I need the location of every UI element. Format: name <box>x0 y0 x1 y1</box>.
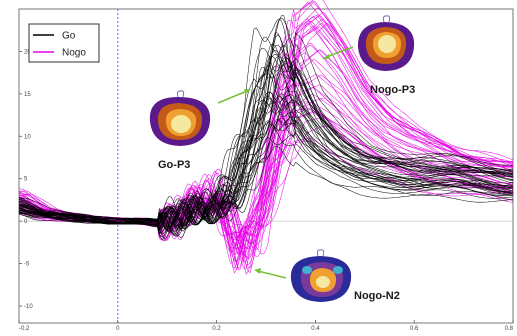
go-trace-line <box>18 47 514 237</box>
go-trace-line <box>18 98 514 229</box>
label-nogo-n2: Nogo-N2 <box>354 290 400 302</box>
topomap-go-p3 <box>149 90 211 146</box>
y-tick-label: 5 <box>24 177 28 183</box>
x-tick-label: 0.8 <box>505 326 514 332</box>
arrow-go-p3 <box>217 90 248 104</box>
annotation-layer: Go-P3 Nogo-P3 Nogo-N2 <box>149 15 415 302</box>
series-go-traces <box>18 15 514 240</box>
legend-label-nogo: Nogo <box>62 48 86 59</box>
x-tick-label: -0.2 <box>19 326 30 332</box>
topomap-nogo-p3 <box>357 15 415 71</box>
y-tick-label: 20 <box>24 49 31 55</box>
legend-label-go: Go <box>62 31 76 42</box>
label-nogo-p3: Nogo-P3 <box>370 84 415 96</box>
go-trace-line <box>18 56 514 237</box>
go-trace-line <box>18 44 514 228</box>
go-trace-line <box>18 65 514 228</box>
arrow-head-go-p3 <box>244 89 251 94</box>
x-tick-label: 0.2 <box>212 326 221 332</box>
arrow-head-nogo-n2 <box>254 268 261 274</box>
go-trace-line <box>18 55 514 233</box>
trace-layer <box>18 0 514 275</box>
y-tick-label: 0 <box>24 219 28 225</box>
topomap-nogo-n2 <box>290 249 352 302</box>
go-trace-line <box>18 73 513 231</box>
go-trace-line <box>18 107 514 232</box>
nogo-trace-line <box>18 137 514 241</box>
x-tick-label: 0.6 <box>410 326 419 332</box>
y-axis: -10 -5 0 5 10 15 20 <box>19 49 33 310</box>
arrow-nogo-n2 <box>257 270 287 279</box>
go-trace-line <box>18 93 513 232</box>
x-tick-label: 0.4 <box>311 326 320 332</box>
y-tick-label: 10 <box>24 134 31 140</box>
y-tick-label: -5 <box>24 262 30 268</box>
x-tick-label: 0 <box>116 326 120 332</box>
go-trace-line <box>18 91 514 227</box>
label-go-p3: Go-P3 <box>158 159 190 171</box>
go-trace-line <box>18 44 514 237</box>
y-tick-label: -10 <box>24 304 33 310</box>
arrow-nogo-p3 <box>325 46 354 58</box>
legend: Go Nogo <box>28 23 100 63</box>
x-axis: -0.2 0 0.2 0.4 0.6 0.8 <box>18 320 514 332</box>
legend-box <box>28 23 100 63</box>
y-tick-label: 15 <box>24 92 31 98</box>
arrow-head-nogo-p3 <box>322 54 330 59</box>
go-trace-line <box>18 17 514 239</box>
